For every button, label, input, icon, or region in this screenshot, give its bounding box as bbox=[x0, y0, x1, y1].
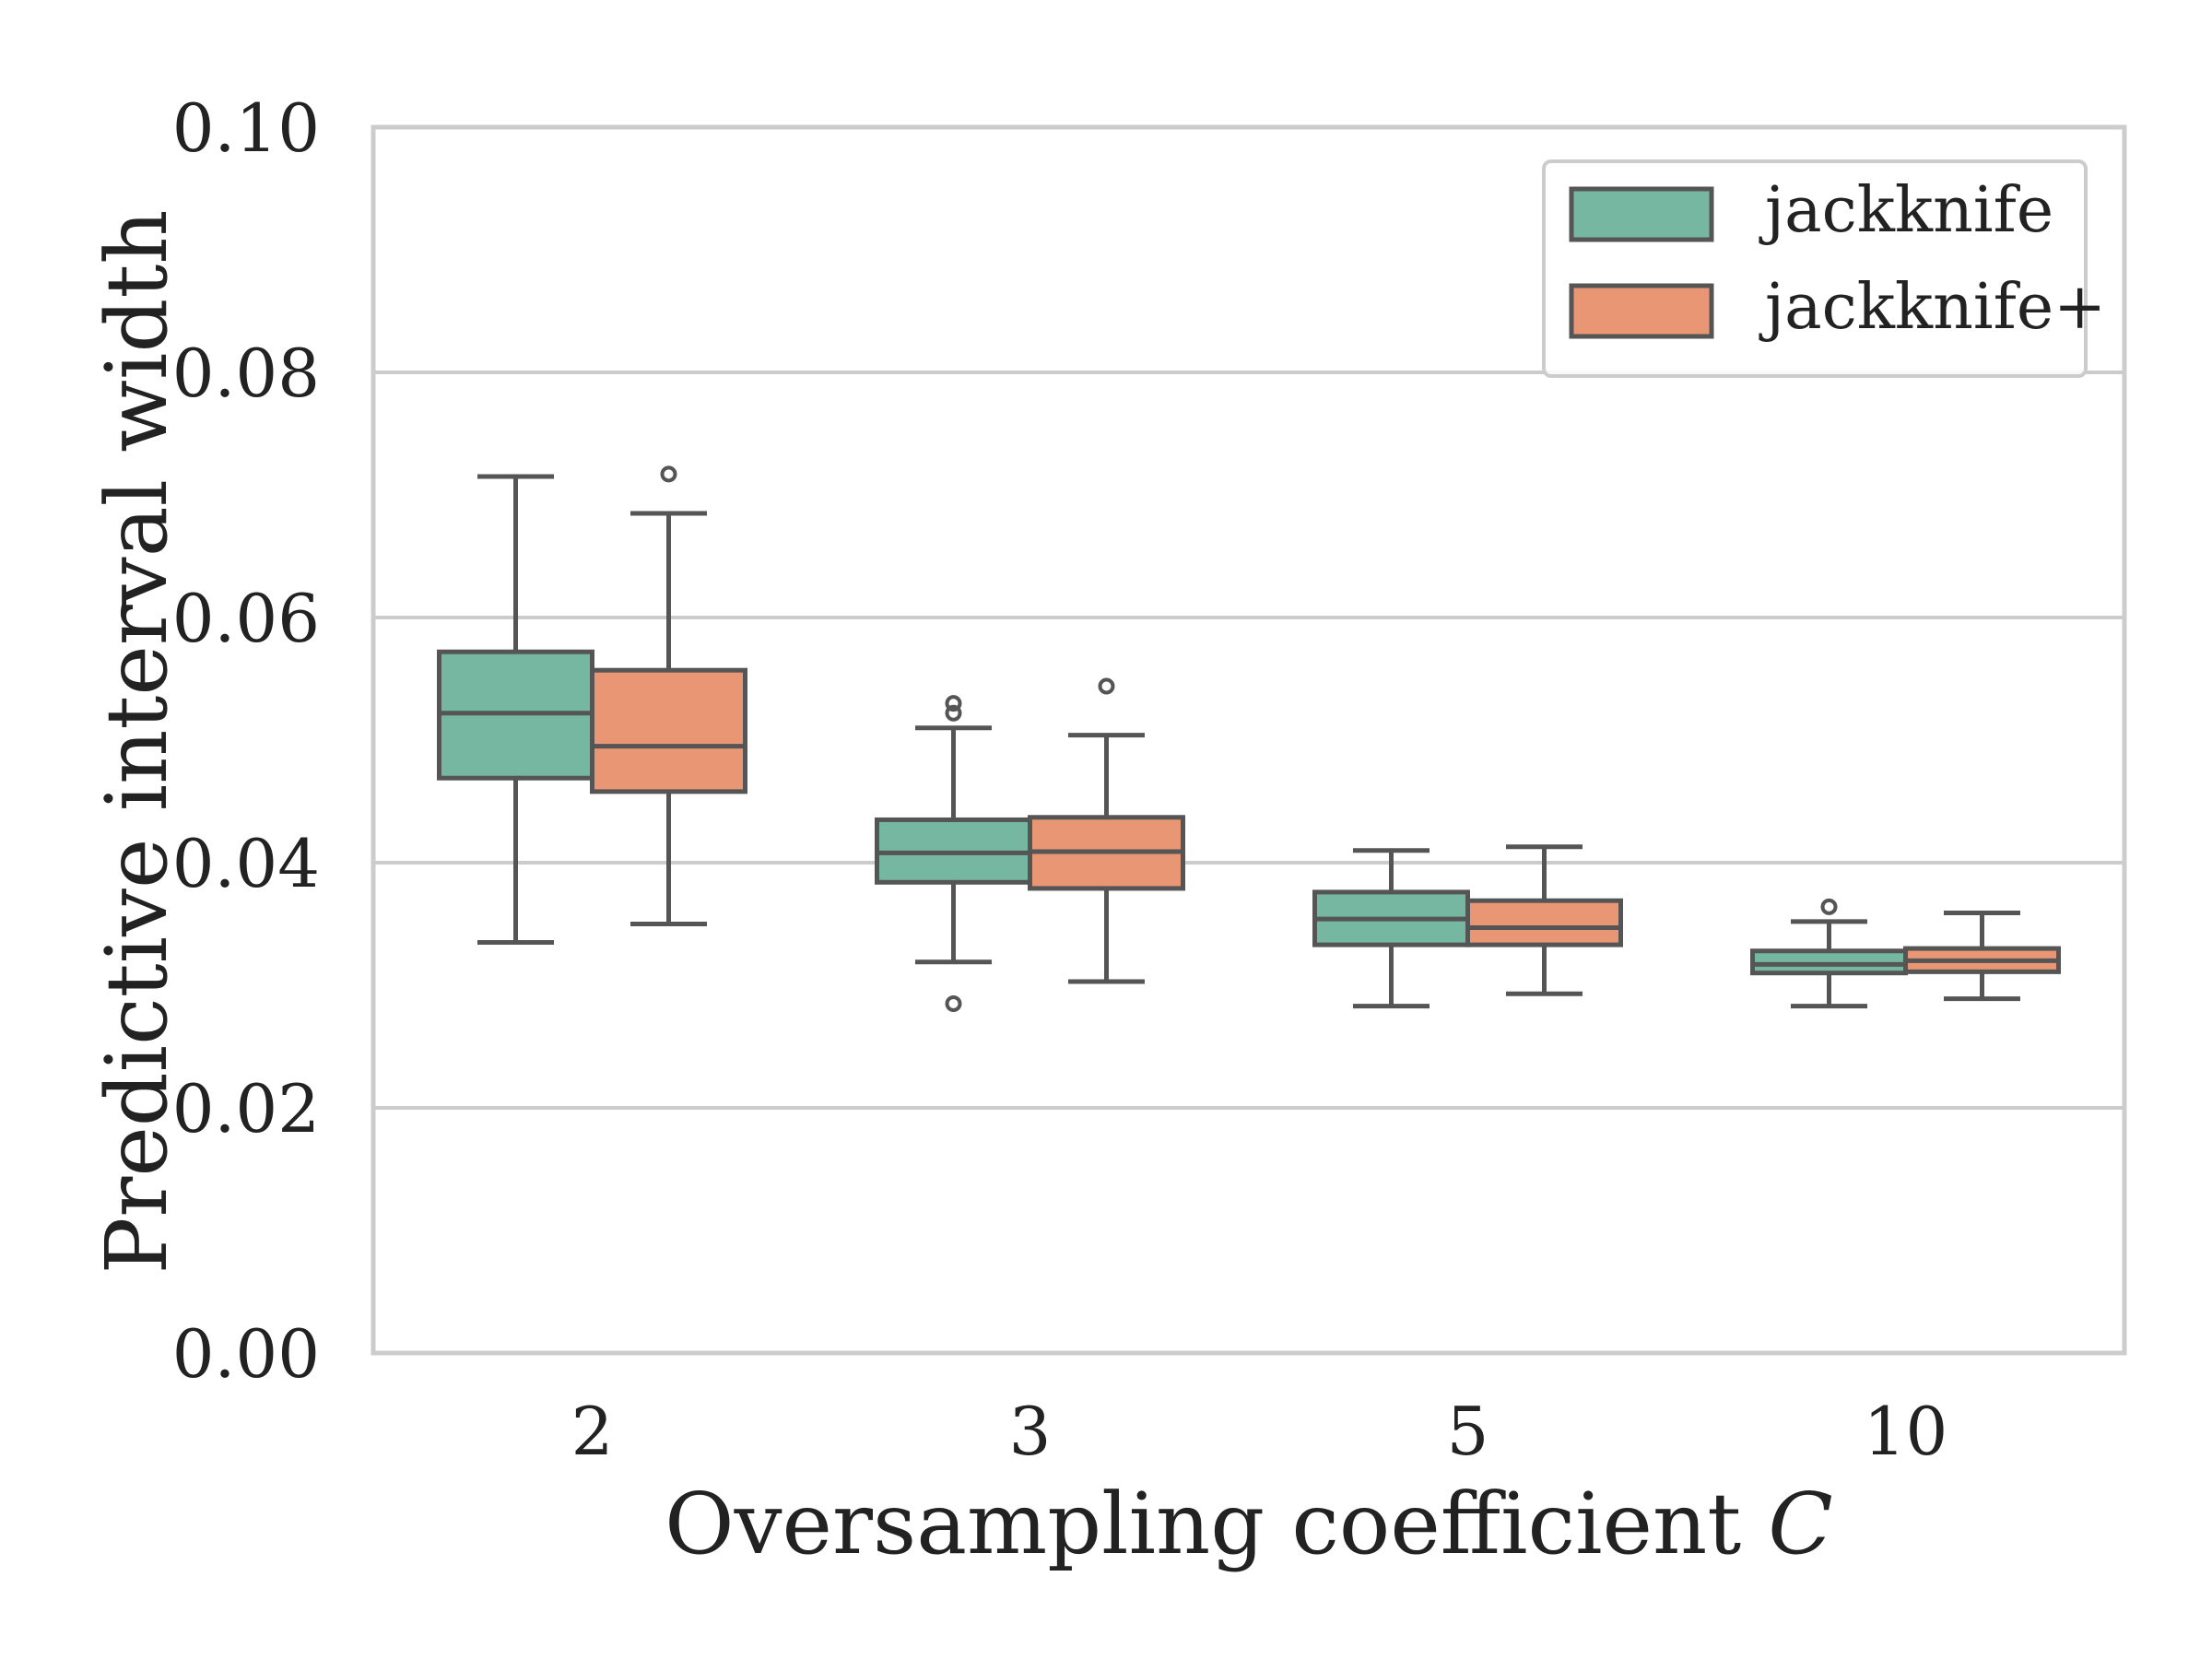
outlier-point bbox=[945, 695, 962, 712]
plot-frame-border bbox=[371, 124, 2127, 1356]
box bbox=[1028, 677, 1185, 984]
y-tick-label: 0.06 bbox=[172, 580, 320, 657]
x-axis-title: Oversampling coefficient C bbox=[665, 1475, 1833, 1573]
box bbox=[1312, 848, 1470, 1009]
x-axis-ticks: 2 3 5 10 bbox=[571, 1393, 1948, 1470]
y-tick-label: 0.00 bbox=[172, 1315, 320, 1393]
x-axis-title-symbol: C bbox=[1768, 1475, 1832, 1573]
outlier-point bbox=[945, 704, 962, 722]
x-tick-label: 5 bbox=[1447, 1393, 1489, 1470]
series-jackknife-plus bbox=[590, 465, 2061, 1002]
y-axis-title: Predictive interval width bbox=[88, 209, 186, 1274]
box bbox=[875, 695, 1032, 1012]
box bbox=[1465, 844, 1623, 996]
x-tick-label: 2 bbox=[571, 1393, 614, 1470]
legend-label: jackknife+ bbox=[1759, 271, 2106, 344]
box bbox=[1750, 898, 1908, 1009]
box-series bbox=[437, 465, 2061, 1012]
box bbox=[590, 465, 747, 926]
legend-swatch bbox=[1569, 186, 1714, 242]
y-tick-label: 0.02 bbox=[172, 1070, 320, 1147]
box bbox=[1903, 911, 2061, 1002]
box bbox=[437, 474, 594, 945]
box-body bbox=[1750, 948, 1908, 976]
x-tick-label: 10 bbox=[1864, 1393, 1948, 1470]
y-tick-label: 0.08 bbox=[172, 335, 320, 412]
box-body bbox=[590, 667, 747, 794]
legend-swatch bbox=[1569, 283, 1714, 339]
plot-frame bbox=[371, 124, 2127, 1356]
y-tick-label: 0.10 bbox=[172, 89, 320, 167]
legend-label: jackknife bbox=[1759, 174, 2053, 247]
series-jackknife bbox=[437, 474, 1908, 1012]
legend: jackknife jackknife+ bbox=[1542, 159, 2106, 378]
outlier-point bbox=[660, 465, 677, 483]
outlier-point bbox=[1820, 898, 1838, 915]
x-axis-title-text: Oversampling coefficient bbox=[665, 1475, 1741, 1573]
y-axis-ticks: 0.00 0.02 0.04 0.06 0.08 0.10 bbox=[172, 89, 320, 1393]
outlier-point bbox=[1098, 677, 1115, 695]
box-body bbox=[1465, 898, 1623, 947]
outlier-point bbox=[945, 994, 962, 1012]
y-tick-label: 0.04 bbox=[172, 825, 320, 902]
x-tick-label: 3 bbox=[1009, 1393, 1052, 1470]
